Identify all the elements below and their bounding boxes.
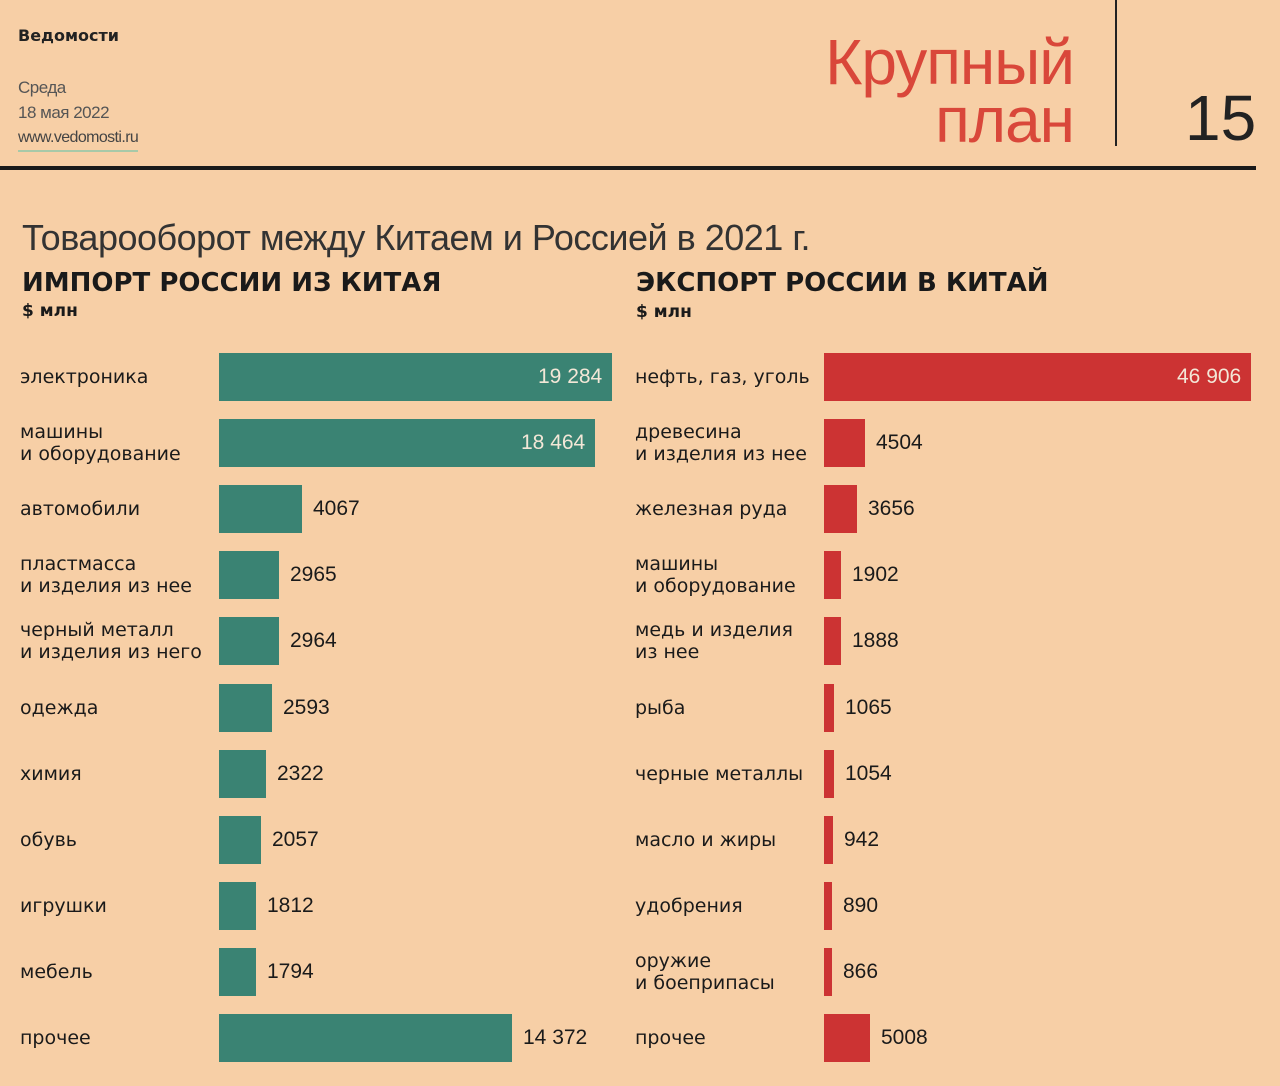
- export-bar: [824, 353, 1251, 401]
- import-bar: [219, 485, 302, 533]
- import-value-label: 2593: [283, 696, 330, 719]
- export-value-label: 942: [844, 828, 880, 851]
- export-value-label: 1054: [845, 762, 892, 785]
- import-category-label: одежда: [20, 697, 99, 719]
- import-category-label: игрушки: [20, 895, 107, 917]
- export-category-label: древесина и изделия из нее: [635, 421, 807, 465]
- export-category-label: нефть, газ, уголь: [635, 366, 810, 388]
- import-value-label: 2965: [290, 563, 337, 586]
- export-value-label: 46 906: [1177, 365, 1242, 388]
- import-bar: [219, 617, 279, 665]
- publication-name: Ведомости: [18, 26, 119, 45]
- import-value-label: 14 372: [523, 1026, 588, 1049]
- import-category-label: обувь: [20, 829, 77, 851]
- export-category-label: оружие и боеприпасы: [635, 950, 775, 994]
- import-bar: [219, 1014, 512, 1062]
- import-category-label: химия: [20, 763, 82, 785]
- header-rule: [0, 166, 1256, 170]
- export-value-label: 866: [843, 960, 879, 983]
- export-category-label: удобрения: [635, 895, 743, 917]
- export-value-label: 5008: [881, 1026, 928, 1049]
- export-bar: [824, 882, 832, 930]
- export-category-label: рыба: [635, 697, 686, 719]
- import-bar: [219, 882, 256, 930]
- import-category-label: автомобили: [20, 498, 141, 520]
- import-bar: [219, 419, 595, 467]
- import-bar: [219, 948, 256, 996]
- export-bar: [824, 1014, 870, 1062]
- export-category-label: прочее: [635, 1027, 706, 1049]
- website-link[interactable]: www.vedomosti.ru: [18, 129, 139, 152]
- import-panel-title: ИМПОРТ РОССИИ ИЗ КИТАЯ: [22, 268, 442, 298]
- import-bar: [219, 353, 612, 401]
- import-value-label: 1812: [267, 894, 314, 917]
- export-value-label: 1902: [852, 563, 899, 586]
- import-bar: [219, 551, 279, 599]
- export-category-label: железная руда: [635, 498, 788, 520]
- export-category-label: машины и оборудование: [635, 553, 796, 597]
- import-value-label: 1794: [267, 960, 314, 983]
- import-value-label: 2057: [272, 828, 319, 851]
- import-bar: [219, 750, 266, 798]
- header-divider: [1115, 0, 1117, 146]
- issue-weekday: Среда: [18, 78, 66, 97]
- export-value-label: 4504: [876, 431, 923, 454]
- import-value-label: 19 284: [538, 365, 603, 388]
- import-bar: [219, 816, 261, 864]
- import-category-label: пластмасса и изделия из нее: [20, 553, 192, 597]
- import-category-label: электроника: [20, 366, 149, 388]
- import-category-label: черный металл и изделия из него: [20, 619, 202, 663]
- issue-date: 18 мая 2022: [18, 103, 110, 122]
- export-panel-title: ЭКСПОРТ РОССИИ В КИТАЙ: [636, 268, 1049, 298]
- import-value-label: 2964: [290, 629, 337, 652]
- export-bar: [824, 551, 841, 599]
- export-category-label: черные металлы: [635, 763, 804, 785]
- export-bar: [824, 948, 832, 996]
- export-bar: [824, 750, 834, 798]
- import-category-label: мебель: [20, 961, 93, 983]
- import-value-label: 18 464: [521, 431, 586, 454]
- export-value-label: 1065: [845, 696, 892, 719]
- export-bar: [824, 419, 865, 467]
- import-value-label: 2322: [277, 762, 324, 785]
- chart-title: Товарооборот между Китаем и Россией в 20…: [22, 217, 811, 258]
- export-bar: [824, 684, 834, 732]
- export-bar: [824, 617, 841, 665]
- export-bar: [824, 485, 857, 533]
- export-unit-label: $ млн: [636, 302, 692, 322]
- import-unit-label: $ млн: [22, 301, 78, 321]
- export-category-label: масло и жиры: [635, 829, 777, 851]
- import-value-label: 4067: [313, 497, 360, 520]
- section-title-line2: план: [935, 84, 1075, 156]
- section-title-line1: Крупный: [825, 26, 1075, 98]
- import-category-label: прочее: [20, 1027, 91, 1049]
- export-category-label: медь и изделия из нее: [635, 619, 793, 663]
- import-category-label: машины и оборудование: [20, 421, 181, 465]
- import-bar: [219, 684, 272, 732]
- page-number: 15: [1185, 82, 1257, 154]
- export-bar: [824, 816, 833, 864]
- export-value-label: 3656: [868, 497, 915, 520]
- export-value-label: 1888: [852, 629, 899, 652]
- export-value-label: 890: [843, 894, 879, 917]
